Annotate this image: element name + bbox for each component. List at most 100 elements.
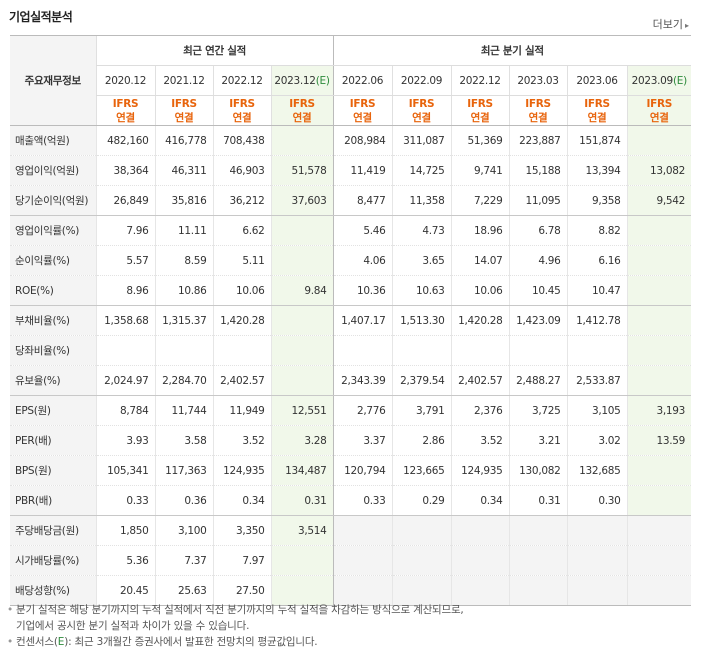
value-cell: 1,407.17 — [332, 305, 392, 336]
table-row: 순이익률(%) 5.57 8.59 5.11 4.06 3.65 14.07 4.96 6.16 — [10, 245, 691, 276]
table-row: PER(배) 3.93 3.58 3.52 3.28 3.37 2.86 3.52 3.21 3.… — [10, 425, 691, 456]
table-row: 부채비율(%) 1,358.68 1,315.37 1,420.28 1,407.17 1… — [10, 305, 691, 336]
value-cell: 3.37 — [332, 425, 392, 456]
value-cell — [332, 335, 392, 366]
value-cell: 0.30 — [566, 485, 627, 516]
value-cell — [626, 275, 691, 306]
row-label: PER(배) — [10, 425, 96, 456]
empty-cell — [508, 575, 567, 606]
value-cell: 11.11 — [154, 215, 213, 246]
empty-cell — [450, 515, 509, 546]
table-row: EPS(원) 8,784 11,744 11,949 12,551 2,776 3,791 2… — [10, 395, 691, 426]
value-cell: 11,358 — [391, 185, 451, 216]
value-cell: 0.29 — [391, 485, 451, 516]
value-cell: 0.34 — [450, 485, 509, 516]
value-cell — [270, 335, 333, 366]
value-cell: 36,212 — [212, 185, 271, 216]
value-cell: 130,082 — [508, 455, 567, 486]
empty-cell — [391, 515, 451, 546]
financial-summary-table: 주요재무정보 최근 연간 실적 최근 분기 실적 2020.12 2021.12 2… — [10, 35, 691, 606]
empty-cell — [332, 545, 392, 576]
value-cell: 2,402.57 — [450, 365, 509, 396]
value-cell — [270, 215, 333, 246]
value-cell: 1,358.68 — [95, 305, 155, 336]
value-cell: 4.06 — [332, 245, 392, 276]
row-label: BPS(원) — [10, 455, 96, 486]
value-cell — [626, 305, 691, 336]
annual-group-label: 최근 연간 실적 — [95, 35, 333, 66]
table-row: 영업이익(억원) 38,364 46,311 46,903 51,578 11,419 14… — [10, 155, 691, 186]
row-header-label: 주요재무정보 — [10, 35, 96, 126]
value-cell — [154, 335, 213, 366]
value-cell: 1,420.28 — [450, 305, 509, 336]
table-row: 매출액(억원) 482,160 416,778 708,438 208,984 311,0… — [10, 125, 691, 156]
value-cell: 0.33 — [95, 485, 155, 516]
value-cell: 11,419 — [332, 155, 392, 186]
value-cell: 0.34 — [212, 485, 271, 516]
value-cell: 3,725 — [508, 395, 567, 426]
empty-cell — [450, 575, 509, 606]
table-row: BPS(원) 105,341 117,363 124,935 134,487 120,79… — [10, 455, 691, 486]
value-cell — [391, 335, 451, 366]
value-cell: 1,513.30 — [391, 305, 451, 336]
ifrs-consolidated-label: IFRS 연결 — [566, 95, 627, 126]
period-header: 2023.12(E) — [270, 65, 333, 96]
bullet-icon: • — [7, 636, 13, 648]
value-cell: 10.86 — [154, 275, 213, 306]
row-label: 당기순이익(억원) — [10, 185, 96, 216]
quarterly-group-label: 최근 분기 실적 — [332, 35, 691, 66]
value-cell: 6.16 — [566, 245, 627, 276]
value-cell: 25.63 — [154, 575, 213, 606]
footnote-1-cont: •기업에서 공시한 분기 실적과 차이가 있을 수 있습니다. — [16, 620, 250, 632]
value-cell: 3.93 — [95, 425, 155, 456]
value-cell: 13,082 — [626, 155, 691, 186]
value-cell: 3.28 — [270, 425, 333, 456]
section-title: 기업실적분석 — [9, 10, 73, 24]
accounting-basis-row: IFRS 연결 IFRS 연결 IFRS 연결 IFRS 연결 IFRS 연결 IFRS 연결 IFRS… — [10, 95, 691, 126]
more-link[interactable]: 더보기 ▸ — [653, 16, 689, 32]
value-cell: 1,315.37 — [154, 305, 213, 336]
value-cell: 120,794 — [332, 455, 392, 486]
empty-cell — [391, 545, 451, 576]
value-cell: 2,343.39 — [332, 365, 392, 396]
value-cell: 38,364 — [95, 155, 155, 186]
value-cell: 3,100 — [154, 515, 213, 546]
value-cell: 8.96 — [95, 275, 155, 306]
row-label: 당좌비율(%) — [10, 335, 96, 366]
empty-cell — [626, 575, 691, 606]
value-cell: 2,284.70 — [154, 365, 213, 396]
value-cell: 1,850 — [95, 515, 155, 546]
table-row: 당좌비율(%) — [10, 335, 691, 366]
value-cell — [626, 215, 691, 246]
row-label: 매출액(억원) — [10, 125, 96, 156]
bullet-icon: • — [7, 604, 13, 616]
value-cell: 3.58 — [154, 425, 213, 456]
row-label: 시가배당률(%) — [10, 545, 96, 576]
more-label[interactable]: 더보기 — [652, 18, 683, 31]
value-cell: 6.62 — [212, 215, 271, 246]
value-cell: 51,369 — [450, 125, 509, 156]
row-label: EPS(원) — [10, 395, 96, 426]
value-cell — [212, 335, 271, 366]
value-cell: 8,477 — [332, 185, 392, 216]
value-cell: 132,685 — [566, 455, 627, 486]
value-cell: 223,887 — [508, 125, 567, 156]
row-label: PBR(배) — [10, 485, 96, 516]
value-cell — [566, 335, 627, 366]
empty-cell — [566, 575, 627, 606]
period-header: 2021.12 — [154, 65, 213, 96]
value-cell: 0.33 — [332, 485, 392, 516]
value-cell: 26,849 — [95, 185, 155, 216]
value-cell: 10.47 — [566, 275, 627, 306]
value-cell: 0.36 — [154, 485, 213, 516]
value-cell: 10.36 — [332, 275, 392, 306]
value-cell — [450, 335, 509, 366]
period-header: 2023.09(E) — [626, 65, 691, 96]
value-cell: 3,791 — [391, 395, 451, 426]
value-cell: 7.96 — [95, 215, 155, 246]
value-cell: 5.46 — [332, 215, 392, 246]
table-body: 매출액(억원) 482,160 416,778 708,438 208,984 311,0… — [10, 125, 691, 606]
value-cell: 8.82 — [566, 215, 627, 246]
row-label: 유보율(%) — [10, 365, 96, 396]
table-row: 당기순이익(억원) 26,849 35,816 36,212 37,603 8,477 11… — [10, 185, 691, 216]
